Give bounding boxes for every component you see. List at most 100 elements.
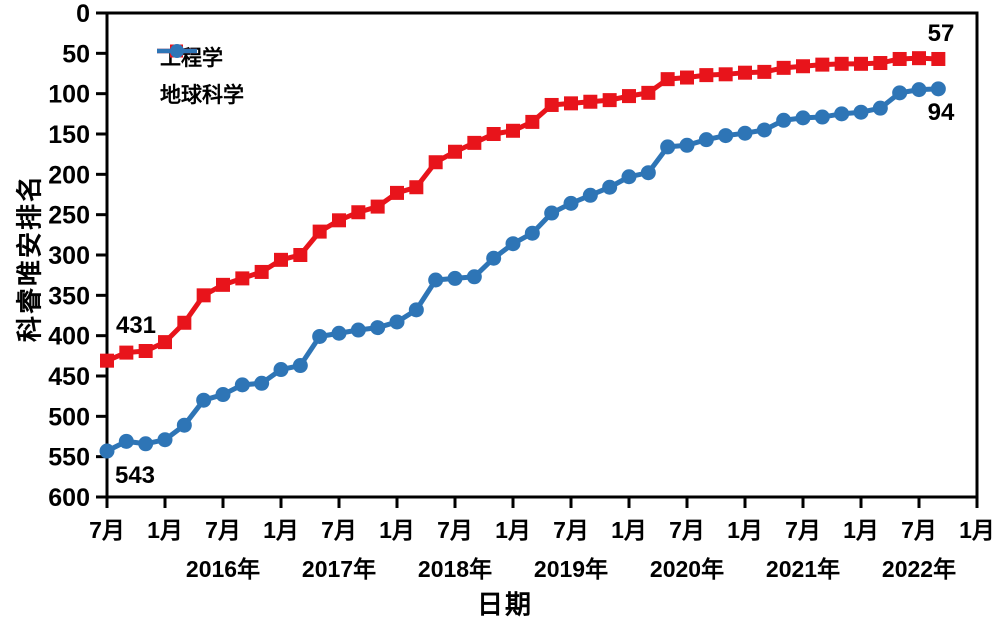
- earth-science-marker: [312, 328, 328, 344]
- annotation-earth-science-end: 94: [927, 99, 955, 126]
- engineering-marker: [776, 60, 791, 75]
- engineering-marker: [506, 123, 520, 138]
- earth-science-marker: [138, 436, 154, 452]
- engineering-marker: [216, 277, 230, 292]
- x-tick-label: 1月: [843, 517, 879, 543]
- engineering-marker: [757, 64, 772, 79]
- engineering-marker: [699, 68, 714, 83]
- earth-science-marker: [834, 106, 850, 122]
- engineering-marker: [254, 264, 269, 279]
- annotation-engineering-start: 431: [115, 312, 157, 339]
- engineering-marker: [274, 252, 288, 267]
- earth-science-marker: [408, 302, 424, 318]
- earth-science-marker: [892, 85, 908, 101]
- earth-science-marker: [350, 322, 366, 338]
- x-tick-label: 1月: [727, 517, 763, 543]
- earth-science-marker: [911, 82, 927, 98]
- year-label: 2020年: [650, 556, 724, 582]
- earth-science-marker: [428, 272, 444, 288]
- engineering-marker: [293, 248, 308, 262]
- x-tick-label: 7月: [901, 517, 937, 543]
- x-tick-label: 1月: [263, 517, 299, 543]
- engineering-marker: [390, 185, 404, 200]
- engineering-marker: [138, 343, 153, 358]
- legend-label-earth-science: 地球科学: [160, 84, 244, 107]
- annotation-earth-science-start: 543: [114, 462, 156, 489]
- engineering-marker: [428, 155, 443, 170]
- earth-science-marker: [679, 137, 695, 153]
- engineering-marker: [892, 51, 907, 66]
- x-tick-label: 1月: [147, 517, 183, 543]
- engineering-marker: [332, 213, 346, 228]
- engineering-marker: [622, 89, 636, 104]
- legend: 工程学 地球科学: [156, 42, 244, 109]
- engineering-marker: [564, 96, 578, 111]
- engineering-marker: [119, 345, 134, 360]
- engineering-marker: [196, 288, 211, 303]
- y-axis-title: 科睿唯安排名: [14, 173, 45, 343]
- engineering-marker: [370, 199, 385, 214]
- y-tick-label: 200: [48, 161, 90, 189]
- earth-science-marker: [660, 139, 676, 155]
- earth-science-marker: [486, 250, 502, 266]
- x-tick-label: 7月: [785, 517, 821, 543]
- earth-science-marker: [776, 112, 792, 128]
- earth-science-marker: [370, 320, 386, 336]
- engineering-marker: [931, 51, 946, 66]
- earth-science-marker: [872, 100, 888, 116]
- plot-border: [105, 11, 979, 499]
- x-tick-label: 7月: [437, 517, 473, 543]
- engineering-marker: [486, 127, 501, 141]
- earth-science-marker: [196, 392, 212, 408]
- earth-science-marker: [292, 358, 308, 374]
- x-tick-label: 7月: [669, 517, 705, 543]
- engineering-marker: [834, 56, 849, 71]
- engineering-marker: [680, 70, 694, 85]
- y-tick-label: 0: [76, 0, 90, 28]
- earth-science-marker: [389, 314, 405, 330]
- earth-science-marker: [756, 122, 772, 138]
- engineering-marker: [854, 56, 868, 71]
- earth-science-marker: [118, 433, 134, 449]
- earth-science-marker: [99, 443, 115, 459]
- y-tick-label: 250: [48, 202, 90, 230]
- x-tick-label: 7月: [89, 517, 125, 543]
- engineering-marker: [177, 315, 192, 330]
- engineering-marker: [738, 65, 752, 80]
- y-tick-label: 100: [48, 81, 90, 109]
- earth-science-marker: [234, 377, 250, 393]
- year-label: 2018年: [418, 556, 492, 582]
- x-axis-title: 日期: [476, 589, 534, 620]
- engineering-marker: [235, 271, 250, 286]
- earth-science-marker: [466, 269, 482, 285]
- engineering-marker: [409, 180, 424, 195]
- y-tick-label: 150: [48, 121, 90, 149]
- engineering-marker: [718, 67, 733, 82]
- earth-science-marker: [718, 128, 734, 144]
- year-label: 2019年: [534, 556, 608, 582]
- engineering-marker: [448, 144, 462, 159]
- x-tick-label: 1月: [611, 517, 647, 543]
- engineering-marker: [312, 224, 327, 239]
- earth-science-marker: [331, 325, 347, 341]
- earth-science-marker: [930, 81, 946, 97]
- earth-science-marker: [737, 125, 753, 141]
- engineering-marker: [873, 56, 888, 71]
- y-tick-label: 300: [48, 242, 90, 270]
- earth-science-marker: [582, 187, 598, 203]
- earth-science-marker: [215, 387, 231, 403]
- x-tick-label: 1月: [379, 517, 415, 543]
- engineering-marker: [641, 85, 656, 100]
- earth-science-marker: [254, 375, 270, 391]
- y-tick-label: 550: [48, 444, 90, 472]
- earth-science-marker: [505, 236, 521, 252]
- engineering-marker: [351, 205, 366, 220]
- earth-science-marker: [544, 205, 560, 221]
- annotation-engineering-end: 57: [927, 20, 955, 47]
- engineering-marker: [158, 335, 172, 350]
- earth-science-marker: [602, 179, 618, 195]
- earth-science-marker: [563, 195, 579, 211]
- y-tick-label: 350: [48, 282, 90, 310]
- engineering-marker: [660, 72, 675, 87]
